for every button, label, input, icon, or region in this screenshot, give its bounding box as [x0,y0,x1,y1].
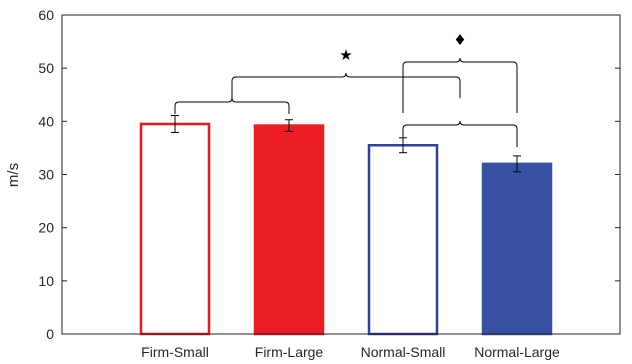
x-tick-label: Normal-Small [361,344,446,360]
error-bars [171,114,521,173]
bars [139,122,553,336]
error-bar-normal-large [513,155,521,173]
y-tick-label: 10 [38,273,54,289]
bracket-firm [174,97,290,114]
error-bar-firm-small [171,114,179,133]
error-bar-firm-large [285,119,293,132]
bracket-normal [402,120,518,147]
star-icon: ★ [339,46,352,64]
bar-firm-large [253,124,325,336]
y-tick-label: 30 [38,167,54,183]
x-tick-label: Firm-Large [255,344,324,360]
x-axis-labels: Firm-Small Firm-Large Normal-Small Normal-L… [141,344,560,360]
x-tick-label: Firm-Small [141,344,209,360]
bar-normal-small [367,144,439,336]
significance-brackets: ★♦ [174,31,518,147]
y-tick-label: 60 [38,7,54,23]
y-tick-label: 0 [46,326,54,342]
y-axis: 0 10 20 30 40 50 60 [38,7,620,342]
bar-normal-large [481,162,553,336]
bar-firm-small [139,122,211,336]
y-axis-label: m/s [5,163,22,187]
plot-frame [61,14,621,335]
bracket-small-vs-large [402,57,518,113]
x-tick-label: Normal-Large [474,344,560,360]
diamond-icon: ♦ [453,31,466,49]
bracket-firm-vs-normal [231,72,461,98]
y-tick-label: 20 [38,220,54,236]
y-tick-label: 40 [38,113,54,129]
y-tick-label: 50 [38,60,54,76]
